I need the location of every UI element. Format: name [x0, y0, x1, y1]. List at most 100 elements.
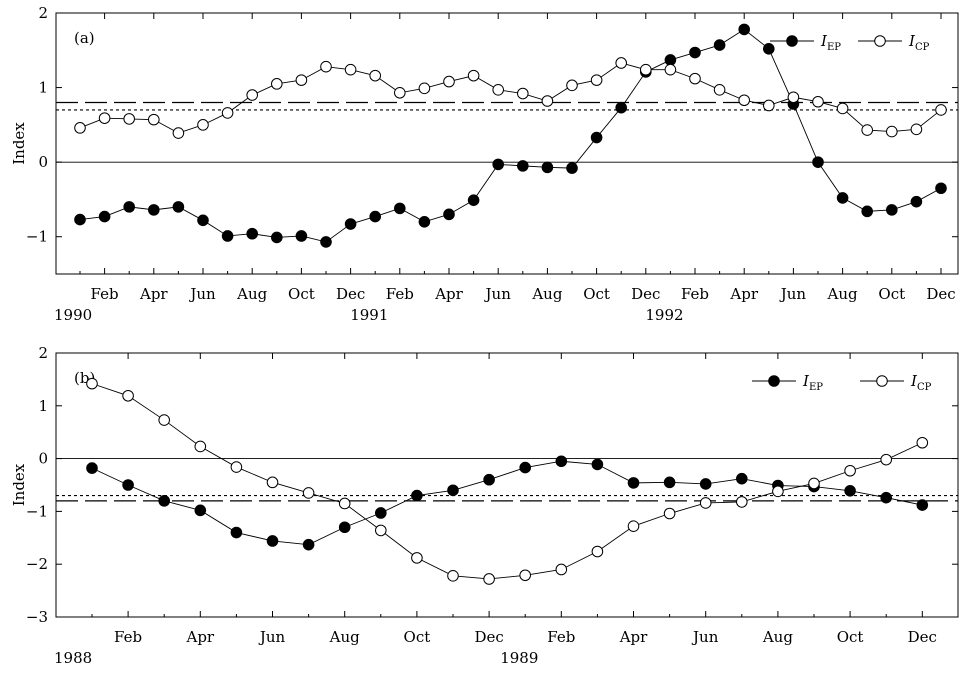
legend-ep-marker [768, 375, 780, 387]
y-axis-label: Index [10, 122, 28, 165]
cp-point [271, 78, 283, 90]
y-tick-label: 2 [38, 344, 48, 362]
ep-point [320, 236, 332, 248]
cp-point [418, 82, 431, 95]
ep-point [590, 131, 603, 144]
x-tick-label: Aug [329, 628, 360, 646]
legend-ep-main: I [820, 32, 828, 50]
cp-point [713, 84, 726, 96]
cp-point [787, 91, 800, 104]
legend-cp-label: ICP [910, 372, 932, 393]
x-tick-label: Oct [404, 628, 431, 646]
ep-point [467, 194, 480, 206]
legend: IEP ICP [752, 372, 932, 393]
ep-point [738, 23, 751, 36]
x-tick-label: Feb [681, 285, 709, 303]
ep-point [492, 158, 505, 171]
cp-point [344, 63, 357, 76]
legend-ep-label: IEP [820, 32, 841, 53]
x-tick-label: Oct [583, 285, 610, 303]
ep-point [98, 210, 111, 223]
y-tick-label: 1 [38, 79, 48, 97]
cp-point [492, 84, 505, 96]
ep-point [736, 472, 748, 485]
x-tick-label: Aug [827, 285, 858, 303]
x-tick-label: Feb [547, 628, 575, 646]
x-tick-label: Feb [386, 285, 414, 303]
cp-point [158, 414, 170, 426]
x-tick-label: Dec [631, 285, 660, 303]
series-line [79, 62, 942, 134]
ep-point [812, 156, 824, 168]
series-i-ep [74, 23, 947, 248]
legend: IEP ICP [770, 32, 930, 53]
ep-point [172, 201, 185, 213]
x-tick-label: Aug [762, 628, 793, 646]
x-tick-label: Feb [91, 285, 119, 303]
x-tick-label: Oct [837, 628, 864, 646]
ep-point [861, 205, 874, 218]
ep-point [844, 485, 856, 497]
cp-point [123, 113, 135, 125]
ep-point [566, 162, 578, 174]
cp-point [519, 569, 532, 582]
ep-point [519, 461, 532, 474]
ep-point [664, 54, 677, 66]
ep-point [266, 535, 279, 547]
ep-point [886, 204, 898, 216]
x-tick-label: Jun [258, 628, 286, 646]
cp-point [663, 507, 676, 520]
x-tick-label: Apr [185, 628, 214, 646]
ep-point [935, 182, 947, 195]
legend-ep-sub: EP [827, 42, 841, 53]
year-label: 1990 [54, 306, 92, 324]
cp-point [935, 104, 947, 116]
legend-cp-sub: CP [917, 382, 932, 393]
cp-point [861, 124, 874, 136]
cp-point [836, 102, 849, 115]
ep-point [394, 202, 406, 215]
x-tick-label: Apr [729, 285, 758, 303]
y-tick-label: 2 [38, 4, 48, 22]
ep-point [221, 230, 234, 242]
ep-point [910, 195, 923, 208]
ep-point [689, 46, 701, 59]
cp-point [74, 122, 86, 134]
ep-point [122, 479, 134, 491]
cp-point [517, 87, 529, 100]
ep-point [713, 39, 726, 51]
cp-point [320, 60, 332, 73]
year-label: 1991 [350, 306, 388, 324]
y-axis-label: Index [10, 463, 28, 506]
panel-label: (a) [74, 29, 95, 47]
ep-point [555, 455, 568, 468]
plot-frame [55, 12, 959, 275]
x-tick-label: Dec [908, 628, 937, 646]
legend-ep-marker [786, 35, 798, 47]
cp-point [194, 440, 207, 453]
cp-point [664, 63, 677, 76]
cp-point [230, 461, 243, 473]
x-tick-label: Jun [484, 285, 512, 303]
cp-point [772, 485, 784, 498]
plot-frame [55, 352, 959, 618]
legend-ep-label: IEP [802, 372, 823, 393]
ep-point [763, 42, 775, 55]
cp-point [808, 477, 820, 490]
ep-point [836, 192, 849, 204]
y-tick-label: −1 [26, 228, 48, 246]
ep-point [158, 495, 170, 507]
x-tick-label: Apr [619, 628, 648, 646]
cp-point [736, 496, 748, 508]
ep-point [615, 101, 628, 114]
y-tick-label: 0 [38, 153, 48, 171]
x-tick-label: Jun [779, 285, 807, 303]
ep-point [295, 230, 308, 242]
cp-point [627, 520, 640, 532]
ep-point [86, 462, 98, 474]
legend-ep-sub: EP [809, 382, 823, 393]
series-i-cp [86, 377, 929, 585]
x-tick-label: Jun [188, 285, 216, 303]
legend-cp-main: I [908, 32, 916, 50]
